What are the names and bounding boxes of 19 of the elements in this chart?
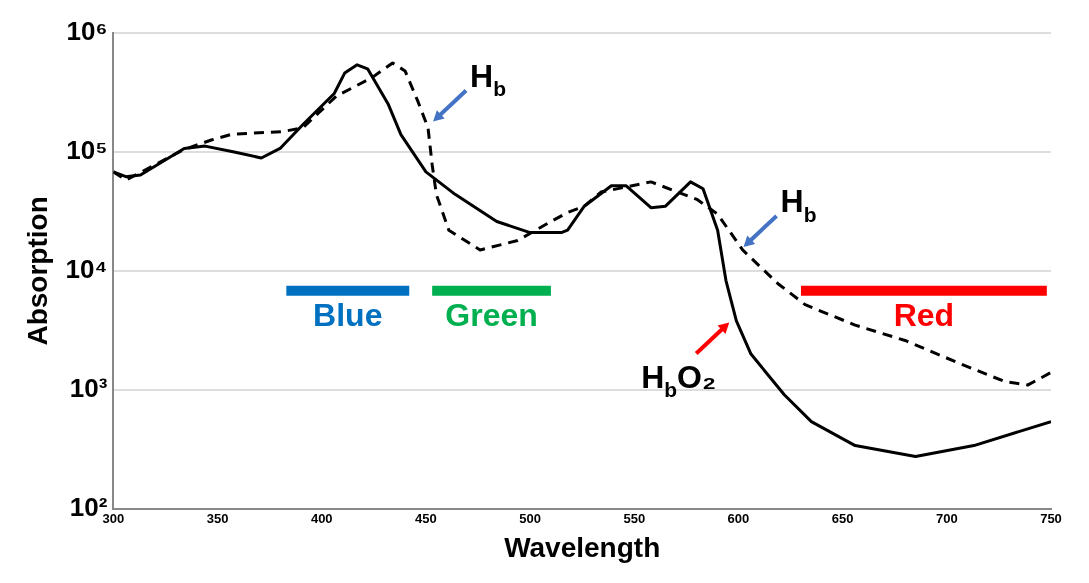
series-label: Blue	[313, 296, 383, 333]
x-tick-label: 500	[519, 511, 541, 527]
y-tick-label: 10⁴	[65, 254, 108, 285]
x-tick-label: 700	[935, 511, 958, 527]
x-tick-label: 750	[1040, 511, 1062, 527]
x-tick-label: 300	[102, 511, 125, 527]
x-tick-label: 600	[727, 511, 750, 527]
x-tick-label: 450	[415, 511, 437, 527]
x-tick-label: 350	[206, 511, 229, 527]
x-tick-label: 400	[310, 511, 333, 527]
y-tick-label: 10⁵	[66, 135, 108, 166]
y-tick-label: 10⁶	[66, 16, 108, 47]
series-label: Red	[893, 296, 955, 333]
x-tick-label: 650	[831, 511, 854, 527]
x-tick-label: 550	[623, 511, 646, 527]
y-tick-label: 10³	[69, 373, 108, 404]
x-axis-title: Wavelength	[504, 531, 661, 563]
series-label: Green	[445, 296, 538, 333]
y-axis-title: Absorption	[21, 196, 53, 346]
